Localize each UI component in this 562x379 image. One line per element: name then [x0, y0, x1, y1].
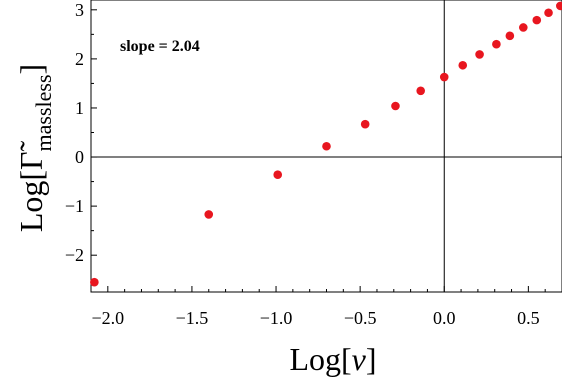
x-tick-label: −1.0 — [260, 308, 293, 328]
x-tick-label: 0.5 — [517, 308, 540, 328]
data-point — [90, 277, 99, 287]
y-tick-label: 2 — [75, 49, 84, 69]
data-point — [458, 60, 468, 70]
data-points — [90, 1, 562, 287]
data-point — [360, 119, 370, 129]
x-axis-ticks: −2.0 −1.5 −1.0 −0.5 0.0 0.5 — [91, 286, 546, 328]
x-axis-title: Log[ν] — [289, 341, 376, 377]
data-point — [532, 15, 542, 25]
y-tick-label: 3 — [75, 0, 84, 20]
x-tick-label: 0.0 — [433, 308, 456, 328]
y-tick-label: −2 — [65, 245, 84, 265]
data-point — [439, 72, 449, 82]
data-point — [416, 86, 426, 96]
y-tick-label: −1 — [65, 196, 84, 216]
y-tick-label: 1 — [75, 98, 84, 118]
slope-annotation: slope = 2.04 — [120, 38, 200, 55]
data-point — [322, 141, 331, 151]
x-tick-label: −0.5 — [344, 308, 377, 328]
data-point — [556, 1, 562, 11]
data-point — [492, 39, 501, 49]
y-axis-ticks: −2 −1 0 1 2 3 — [65, 0, 97, 281]
data-point — [475, 50, 484, 59]
data-point — [391, 101, 400, 111]
data-point — [273, 170, 283, 180]
data-point — [204, 210, 214, 219]
y-tick-label: 0 — [75, 147, 84, 167]
data-point — [519, 23, 528, 32]
y-axis-title: Log[Γ̃massless] — [13, 64, 56, 232]
data-point — [505, 31, 515, 41]
data-point — [544, 8, 553, 18]
x-tick-label: −1.5 — [176, 308, 209, 328]
x-tick-label: −2.0 — [91, 308, 124, 328]
